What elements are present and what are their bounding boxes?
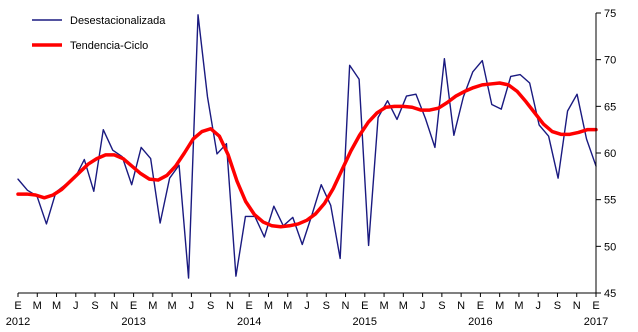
y-tick-label: 50	[604, 241, 616, 253]
y-tick-label: 70	[604, 55, 616, 67]
x-year-label: 2016	[468, 316, 492, 328]
x-month-label: J	[189, 300, 195, 312]
x-month-label: J	[535, 300, 541, 312]
y-tick-label: 45	[604, 288, 616, 300]
legend-label-desestacionalizada: Desestacionalizada	[70, 15, 166, 27]
x-year-label: 2013	[121, 316, 145, 328]
x-year-label: 2017	[584, 316, 608, 328]
x-month-label: M	[399, 300, 408, 312]
y-tick-label: 65	[604, 101, 616, 113]
x-month-label: E	[477, 300, 484, 312]
y-tick-label: 75	[604, 8, 616, 20]
x-month-label: M	[514, 300, 523, 312]
series-line-tendencia-ciclo	[16, 81, 598, 229]
x-month-label: M	[33, 300, 42, 312]
x-month-label: E	[246, 300, 253, 312]
x-month-label: S	[554, 300, 561, 312]
x-year-label: 2015	[353, 316, 377, 328]
x-month-label: N	[110, 300, 118, 312]
x-month-label: M	[264, 300, 273, 312]
x-month-label: E	[592, 300, 599, 312]
x-month-label: J	[420, 300, 426, 312]
x-month-label: S	[207, 300, 214, 312]
x-month-label: N	[342, 300, 350, 312]
x-month-label: N	[457, 300, 465, 312]
x-month-label: E	[361, 300, 368, 312]
x-month-label: S	[438, 300, 445, 312]
x-year-label: 2014	[237, 316, 261, 328]
legend: Desestacionalizada Tendencia-Ciclo	[32, 15, 166, 52]
y-tick-label: 55	[604, 195, 616, 207]
x-month-label: M	[283, 300, 292, 312]
x-month-label: S	[323, 300, 330, 312]
x-month-label: E	[14, 300, 21, 312]
x-month-label: E	[130, 300, 137, 312]
series-layer	[16, 14, 598, 279]
legend-label-tendencia-ciclo: Tendencia-Ciclo	[70, 40, 148, 52]
x-month-label: M	[148, 300, 157, 312]
x-month-label: N	[573, 300, 581, 312]
y-tick-label: 60	[604, 148, 616, 160]
x-month-label: M	[379, 300, 388, 312]
x-month-label: J	[73, 300, 79, 312]
x-year-label: 2012	[6, 316, 30, 328]
x-month-label: J	[304, 300, 310, 312]
x-month-label: M	[52, 300, 61, 312]
x-month-label: M	[495, 300, 504, 312]
series-line-desestacionalizada	[17, 14, 597, 279]
x-month-label: S	[91, 300, 98, 312]
x-month-label: M	[168, 300, 177, 312]
x-month-label: N	[226, 300, 234, 312]
